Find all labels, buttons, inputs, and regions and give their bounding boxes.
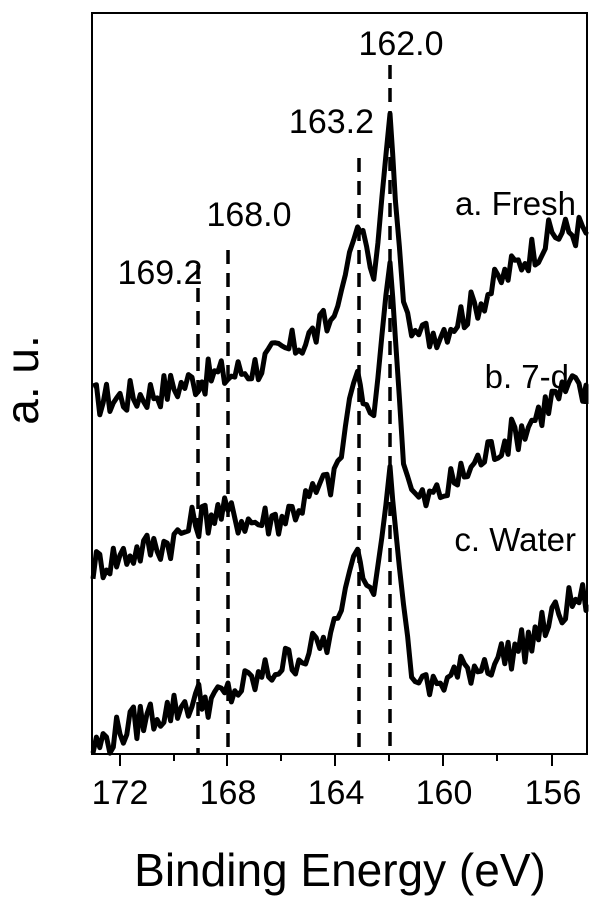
tick-label-168: 168: [200, 774, 257, 812]
tick-label-172: 172: [92, 774, 149, 812]
series-trace-7d: [90, 260, 589, 581]
series-label-water: c. Water: [454, 521, 576, 558]
annotation-162-0: 162.0: [358, 25, 443, 63]
y-axis-title: a. u.: [0, 335, 48, 425]
x-axis-ticks: [119, 754, 553, 766]
series-trace-water: [90, 463, 589, 756]
series-traces: [90, 111, 589, 756]
x-axis-title: Binding Energy (eV): [134, 844, 546, 896]
tick-label-164: 164: [308, 774, 365, 812]
annotation-168-0: 168.0: [206, 196, 291, 234]
annotation-169-2: 169.2: [117, 254, 202, 292]
tick-label-156: 156: [525, 774, 582, 812]
series-label-fresh: a. Fresh: [455, 185, 576, 222]
series-label-7d: b. 7-d: [485, 358, 569, 395]
annotation-163-2: 163.2: [289, 103, 374, 141]
tick-label-160: 160: [416, 774, 473, 812]
x-axis-tick-labels: 172 168 164 160 156: [92, 774, 582, 812]
reference-lines: [196, 65, 392, 754]
series-trace-fresh: [92, 111, 589, 418]
